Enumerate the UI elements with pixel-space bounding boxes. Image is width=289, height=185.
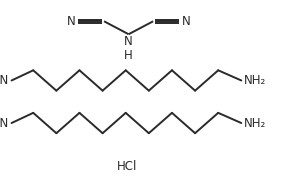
Text: H₂N: H₂N <box>0 74 9 87</box>
Text: NH₂: NH₂ <box>244 117 266 130</box>
Text: NH₂: NH₂ <box>244 74 266 87</box>
Text: N: N <box>182 15 191 28</box>
Text: H₂N: H₂N <box>0 117 9 130</box>
Text: N: N <box>66 15 75 28</box>
Text: HCl: HCl <box>117 160 137 173</box>
Text: N: N <box>124 35 133 48</box>
Text: H: H <box>124 49 133 62</box>
